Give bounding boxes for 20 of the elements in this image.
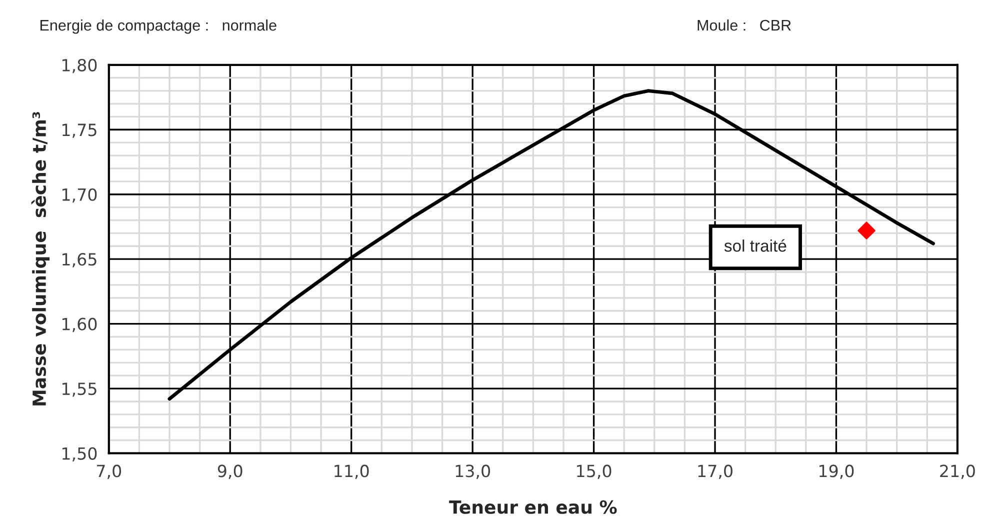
x-tick-label: 21,0 [940, 464, 975, 479]
x-tick-label: 15,0 [577, 464, 612, 479]
x-tick-label: 17,0 [698, 464, 732, 479]
y-tick-label: 1,50 [62, 447, 97, 462]
x-tick-label: 7,0 [97, 464, 122, 479]
text: Energie de compactage : normale [40, 19, 276, 34]
y-tick-label: 1,75 [62, 124, 96, 138]
x-tick-label: 9,0 [218, 464, 242, 479]
y-tick-label: 1,70 [62, 188, 97, 203]
y-axis-title: Masse volumique sèche t/m³ [31, 112, 50, 406]
y-tick-label: 1,65 [62, 253, 96, 268]
x-tick-label: 11,0 [334, 464, 369, 479]
x-tick-label: 13,0 [456, 464, 490, 479]
y-tick-label: 1,55 [62, 382, 96, 397]
y-tick-label: 1,80 [62, 58, 97, 74]
x-axis-title: Teneur en eau % [449, 500, 617, 514]
x-tick-label: 19,0 [820, 464, 854, 479]
text: Moule : CBR [698, 19, 791, 31]
text: sol traité [724, 239, 786, 252]
y-tick-label: 1,60 [62, 318, 97, 332]
